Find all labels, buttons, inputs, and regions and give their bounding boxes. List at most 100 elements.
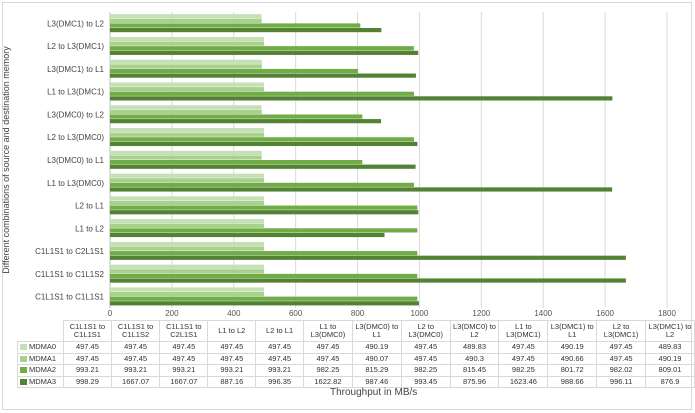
bar: [110, 150, 262, 155]
table-row: MDMA3 998.29 1667.07 1667.07 887.16 996.35 162…: [17, 375, 695, 388]
legend-entry: MDMA2: [17, 364, 64, 377]
table-cell-value: 497.45: [111, 341, 161, 354]
legend-label: MDMA0: [29, 342, 57, 352]
legend-entry: MDMA0: [17, 341, 64, 354]
bar: [110, 164, 416, 169]
table-cell-value: 887.16: [207, 375, 257, 388]
bar: [110, 287, 264, 292]
bar: [110, 228, 418, 233]
table-cell-value: 876.9: [645, 375, 695, 388]
table-cell-value: 809.01: [645, 364, 695, 377]
table-row: MDMA2 993.21 993.21 993.21 993.21 993.21 982.2…: [17, 364, 695, 377]
table-cell-value: 497.45: [400, 341, 451, 354]
table-cell-value: 815.29: [351, 364, 402, 377]
bar: [110, 23, 361, 28]
bar: [110, 137, 414, 142]
bar: [110, 187, 613, 192]
table-cell-value: 497.45: [303, 341, 353, 354]
table-cell-value: 982.02: [596, 364, 647, 377]
table-cell-value: 490.66: [547, 352, 598, 365]
bar: [110, 59, 262, 64]
table-cell-value: 497.45: [207, 341, 257, 354]
x-tick-label: 1600: [596, 309, 614, 318]
legend-entry: MDMA1: [17, 352, 64, 365]
table-cell-value: 497.45: [400, 352, 451, 365]
table-column-header: L3(DMC0) to L1: [351, 320, 402, 342]
legend-swatch: [20, 367, 27, 374]
table-cell-value: 1622.82: [303, 375, 353, 388]
category-label: C1L1S1 to C1L1S2: [35, 270, 104, 279]
table-cell-value: 1623.46: [498, 375, 549, 388]
bar: [110, 301, 419, 306]
legend-swatch: [20, 355, 27, 362]
table-cell-value: 497.45: [596, 341, 647, 354]
table-cell-value: 998.29: [62, 375, 113, 388]
table-cell-value: 993.21: [255, 364, 305, 377]
table-cell-value: 993.45: [400, 375, 451, 388]
table-cell-value: 988.66: [547, 375, 598, 388]
bar: [110, 251, 418, 256]
table-cell-value: 490.07: [351, 352, 402, 365]
bar: [110, 36, 264, 42]
table-cell-value: 1667.07: [111, 375, 161, 388]
table-column-header: L3(DMC1) to L2: [645, 320, 695, 342]
bar: [110, 278, 626, 283]
table-cell-value: 497.45: [303, 352, 353, 365]
category-label: L2 to L3(DMC0): [47, 133, 104, 142]
bar: [110, 82, 264, 87]
bar: [110, 246, 264, 251]
bar: [110, 155, 262, 160]
table-column-header: L3(DMC1) to L1: [547, 320, 598, 342]
bar: [110, 87, 264, 92]
table-cell-value: 1667.07: [159, 375, 209, 388]
data-table: C1L1S1 to C1L1S1 C1L1S1 to C1L1S2 C1L1S1 t…: [17, 320, 695, 388]
table-cell-value: 996.35: [255, 375, 305, 388]
bar: [110, 232, 385, 238]
category-label: L3(DMC1) to L2: [47, 19, 104, 28]
bar: [110, 119, 382, 124]
bar: [110, 91, 414, 96]
bar: [110, 264, 264, 269]
table-cell-value: 996.11: [596, 375, 647, 388]
data-table-header-row: C1L1S1 to C1L1S1 C1L1S1 to C1L1S2 C1L1S1 t…: [18, 320, 695, 342]
table-corner: [18, 321, 64, 342]
table-column-header: L1 to L3(DMC0): [303, 320, 353, 342]
table-cell-value: 982.25: [400, 364, 451, 377]
bar: [110, 132, 264, 137]
bar: [110, 50, 419, 55]
x-tick-label: 1200: [472, 309, 490, 318]
table-cell-value: 497.45: [207, 352, 257, 365]
table-cell-value: 982.25: [498, 364, 549, 377]
x-tick-label: 600: [289, 309, 303, 318]
table-cell-value: 489.83: [449, 341, 500, 354]
table-column-header: C1L1S1 to C1L1S1: [62, 320, 113, 342]
bar: [110, 128, 264, 133]
table-cell-value: 497.45: [62, 352, 113, 365]
x-tick-label: 200: [165, 309, 179, 318]
table-cell-value: 489.83: [645, 341, 695, 354]
table-cell-value: 497.45: [159, 352, 209, 365]
table-cell-value: 497.45: [596, 352, 647, 365]
bar: [110, 114, 363, 119]
bar: [110, 219, 264, 224]
table-cell-value: 490.3: [449, 352, 500, 365]
table-column-header: C1L1S1 to C1L1S2: [111, 320, 161, 342]
category-label: C1L1S1 to C1L1S1: [35, 293, 104, 302]
category-label: L2 to L3(DMC1): [47, 42, 104, 51]
bar: [110, 46, 414, 51]
table-cell-value: 801.72: [547, 364, 598, 377]
table-column-header: L2 to L3(DMC0): [400, 320, 451, 342]
x-tick-label: 1000: [411, 309, 429, 318]
table-cell-value: 497.45: [62, 341, 113, 354]
bar: [110, 68, 359, 74]
table-cell-value: 875.96: [449, 375, 500, 388]
bar: [110, 205, 418, 210]
table-cell-value: 497.45: [498, 352, 549, 365]
data-table-body: MDMA0 497.45 497.45 497.45 497.45 497.45 497.4…: [17, 341, 695, 388]
legend-label: MDMA3: [29, 376, 57, 386]
table-cell-value: 497.45: [498, 341, 549, 354]
x-tick-label: 1400: [534, 309, 552, 318]
legend-swatch: [20, 378, 27, 385]
bar: [110, 73, 416, 78]
bar: [110, 210, 419, 215]
